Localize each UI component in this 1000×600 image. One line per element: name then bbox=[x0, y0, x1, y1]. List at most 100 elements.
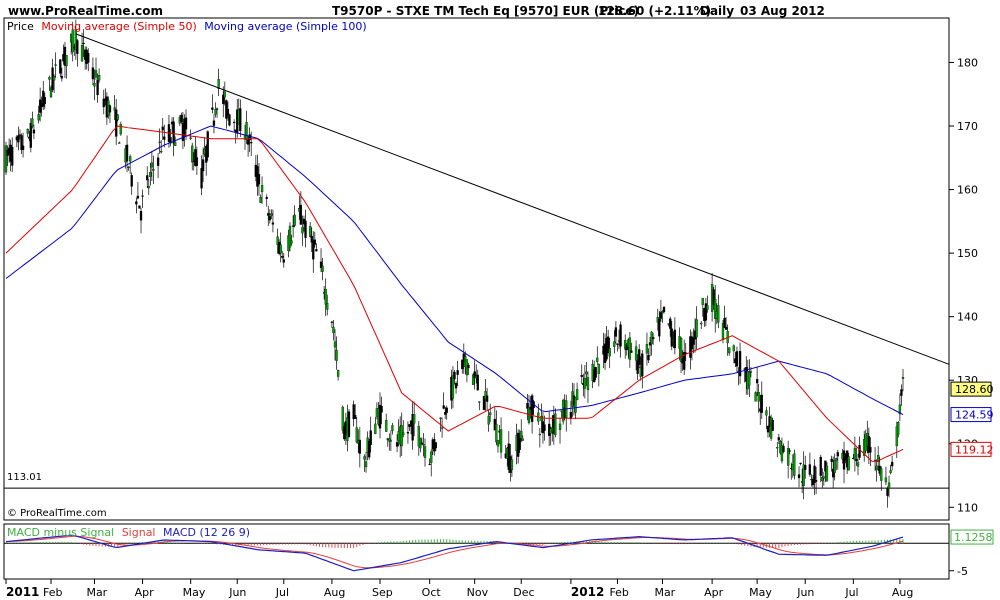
month-label: May bbox=[183, 586, 206, 599]
price-badge: 128.60 bbox=[950, 381, 994, 397]
candle bbox=[389, 430, 393, 451]
candle bbox=[21, 132, 25, 158]
site-url[interactable]: www.ProRealTime.com bbox=[8, 4, 163, 18]
period-label: Daily bbox=[700, 4, 734, 18]
candle bbox=[787, 440, 790, 479]
candle bbox=[813, 459, 816, 496]
candle bbox=[757, 383, 760, 413]
candle bbox=[482, 395, 486, 411]
candle bbox=[630, 342, 633, 353]
candle bbox=[723, 305, 726, 329]
candle bbox=[877, 446, 880, 471]
candle bbox=[669, 316, 672, 337]
candle bbox=[281, 250, 284, 260]
candle bbox=[200, 155, 203, 196]
candle bbox=[102, 89, 105, 115]
candle bbox=[332, 320, 335, 341]
last-value: 128.60 (+2.11%) bbox=[598, 4, 711, 18]
candle bbox=[833, 453, 836, 481]
candle bbox=[814, 466, 818, 495]
candle bbox=[886, 486, 889, 508]
candle bbox=[138, 205, 141, 209]
candle bbox=[4, 141, 8, 176]
candle bbox=[212, 114, 216, 134]
candle bbox=[116, 114, 119, 122]
price-y-tick-label: 140 bbox=[957, 311, 978, 324]
candle bbox=[52, 74, 56, 94]
price-y-tick-label: 180 bbox=[957, 56, 978, 69]
candle bbox=[127, 166, 130, 171]
candle bbox=[456, 360, 459, 387]
copyright: © ProRealTime.com bbox=[7, 508, 107, 519]
candle bbox=[388, 433, 391, 451]
candle bbox=[875, 459, 878, 482]
candle bbox=[616, 343, 619, 352]
candle bbox=[76, 38, 79, 67]
candle bbox=[94, 57, 98, 81]
candle bbox=[428, 458, 431, 466]
candle bbox=[163, 124, 166, 148]
chart-title: T9570P - STXE TM Tech Eq [9570] EUR (Pri… bbox=[332, 4, 825, 18]
candle bbox=[304, 209, 307, 248]
candle bbox=[71, 21, 74, 62]
candle bbox=[276, 228, 279, 254]
candle bbox=[152, 155, 155, 185]
candle bbox=[335, 336, 338, 370]
candle bbox=[136, 182, 140, 200]
candle bbox=[367, 438, 371, 460]
candle bbox=[195, 146, 199, 175]
month-label: May bbox=[749, 586, 772, 599]
candle bbox=[647, 348, 650, 363]
candle bbox=[613, 330, 616, 354]
candle bbox=[530, 393, 534, 434]
candle bbox=[93, 69, 96, 101]
candle bbox=[149, 163, 152, 186]
candle bbox=[835, 457, 838, 471]
candle bbox=[638, 344, 641, 368]
candle bbox=[319, 248, 323, 273]
candle bbox=[608, 337, 611, 369]
ma50-line bbox=[5, 125, 904, 462]
candle bbox=[118, 141, 121, 144]
year-label: 2012 bbox=[571, 585, 604, 599]
candle bbox=[417, 421, 420, 456]
candle bbox=[659, 299, 663, 322]
candle bbox=[735, 346, 739, 372]
macd-panel[interactable] bbox=[3, 523, 950, 580]
price-y-tick-label: 110 bbox=[957, 501, 978, 514]
candle bbox=[312, 231, 315, 273]
candle bbox=[380, 396, 383, 425]
candle bbox=[413, 401, 416, 437]
candle bbox=[406, 421, 410, 444]
ma100-badge: 124.59 bbox=[950, 407, 994, 423]
candle bbox=[333, 329, 337, 361]
support-label: 113.01 bbox=[7, 472, 42, 483]
ma100-line bbox=[5, 125, 904, 416]
candle bbox=[309, 222, 312, 238]
candle bbox=[732, 344, 735, 364]
month-label: Oct bbox=[422, 586, 442, 599]
trendline bbox=[75, 33, 950, 365]
candle bbox=[31, 111, 34, 129]
candle bbox=[658, 310, 661, 342]
candle bbox=[822, 471, 826, 486]
macd-badge-text: 1.1258 bbox=[954, 531, 993, 544]
candle bbox=[625, 342, 628, 356]
candle bbox=[662, 306, 666, 314]
candle bbox=[585, 362, 588, 387]
candle bbox=[391, 422, 394, 435]
candle bbox=[712, 286, 715, 310]
candle bbox=[215, 107, 219, 118]
candle bbox=[596, 346, 599, 365]
candle bbox=[484, 378, 487, 411]
candle bbox=[728, 347, 731, 356]
candle bbox=[326, 294, 329, 316]
candle bbox=[628, 332, 632, 368]
candle bbox=[510, 454, 514, 478]
candle bbox=[819, 454, 822, 483]
month-label: Aug bbox=[324, 586, 345, 599]
time-axis: 2011 Feb Mar Apr May Jun Jul Aug Sep Oct Nov Dec 201… bbox=[5, 579, 913, 599]
macd-y-tick-label: -5 bbox=[957, 565, 968, 578]
price-panel[interactable] bbox=[3, 17, 950, 521]
candle bbox=[558, 417, 562, 444]
